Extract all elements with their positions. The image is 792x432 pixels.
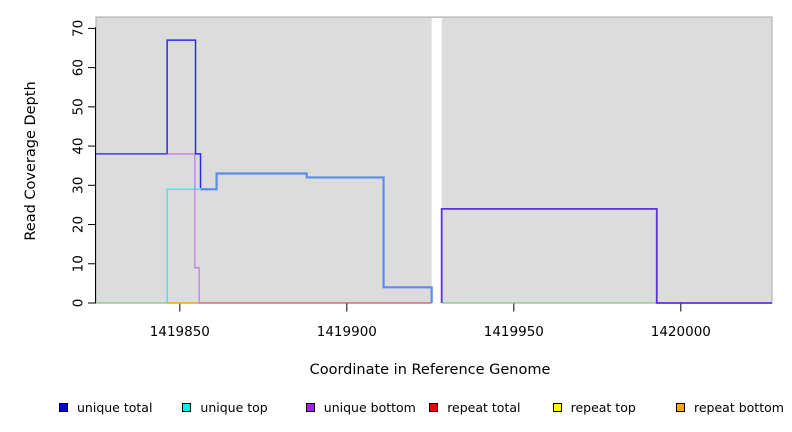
x-axis-label: Coordinate in Reference Genome xyxy=(309,362,551,378)
x-tick-label: 1419850 xyxy=(150,324,210,340)
series-line-unique-total-bottom-overlap-right xyxy=(440,207,772,304)
series-line-unique-total-top-overlap xyxy=(200,172,433,303)
y-tick-label: 50 xyxy=(71,98,87,115)
series-line-unique-top-step xyxy=(166,188,215,303)
x-tick-label: 1419950 xyxy=(484,324,544,340)
series-line-unique-total-peak xyxy=(166,39,202,189)
y-axis-label: Read Coverage Depth xyxy=(23,81,39,241)
y-tick-label: 60 xyxy=(71,59,87,76)
no-data-gap-band xyxy=(431,18,442,304)
y-tick-label: 70 xyxy=(71,20,87,37)
y-tick-label: 10 xyxy=(71,255,87,272)
x-tick-label: 1419900 xyxy=(317,324,377,340)
x-tick-label: 1420000 xyxy=(651,324,711,340)
y-tick-label: 20 xyxy=(71,216,87,233)
y-tick-label: 0 xyxy=(71,299,87,308)
y-tick-label: 30 xyxy=(71,177,87,194)
series-line-unique-bottom-step xyxy=(167,153,200,303)
y-tick-label: 40 xyxy=(71,137,87,154)
